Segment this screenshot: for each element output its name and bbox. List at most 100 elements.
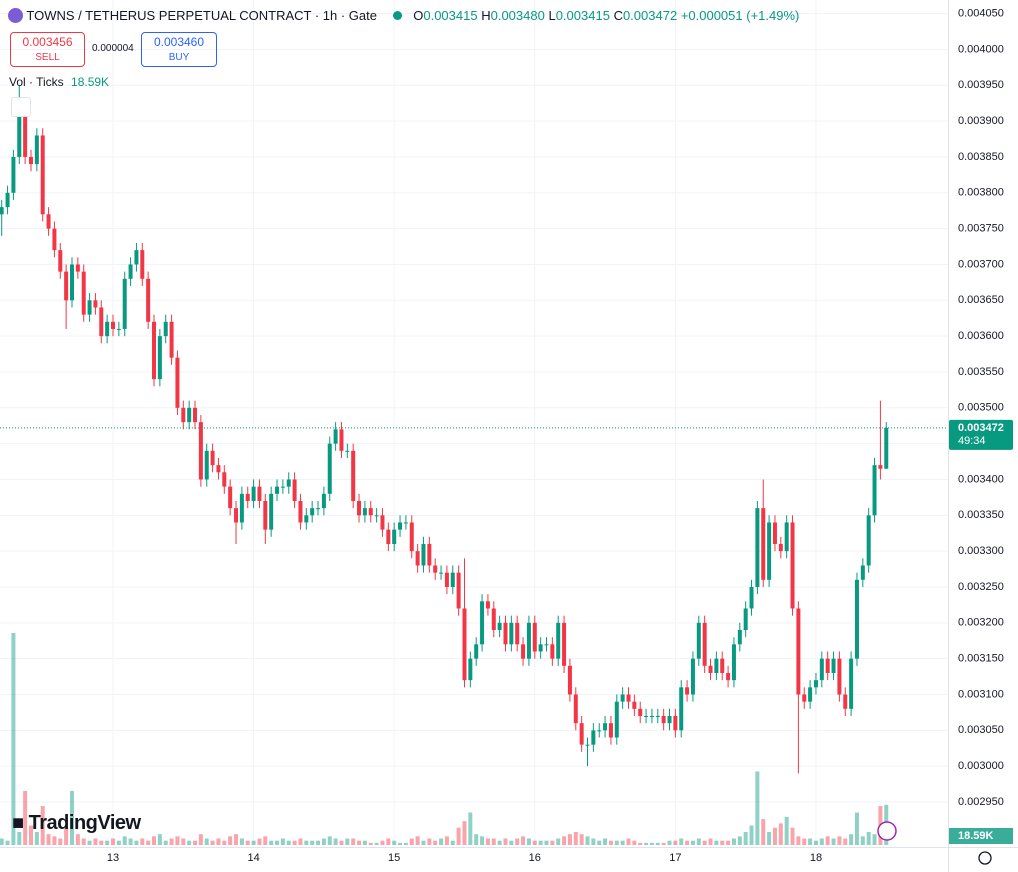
candle-body [603, 723, 608, 731]
candle-body [439, 572, 444, 574]
x-tick-label: 17 [669, 852, 681, 864]
volume-bar [327, 836, 332, 845]
y-tick-label: 0.004000 [958, 43, 1004, 55]
collapse-button[interactable] [11, 97, 31, 117]
candle-body [655, 715, 660, 717]
x-tick-label: 14 [247, 852, 259, 864]
alert-icon[interactable] [877, 821, 897, 841]
volume-bar [333, 838, 338, 845]
volume-bar [280, 838, 285, 845]
candle-body [58, 250, 63, 272]
candle-body [468, 658, 473, 681]
candle-body [509, 622, 514, 645]
volume-bar [415, 836, 420, 845]
candle-body [544, 644, 549, 646]
volume-bar [275, 840, 280, 845]
volume-bar [286, 840, 291, 845]
candle-body [0, 207, 4, 215]
candle-body [403, 522, 408, 524]
candle-body [497, 622, 502, 630]
candle-body [169, 321, 174, 358]
volume-legend: Vol · Ticks 18.59K [9, 75, 109, 89]
candle-body [708, 665, 713, 673]
candle-body [550, 644, 555, 659]
volume-bar [497, 840, 502, 845]
volume-bar [93, 838, 98, 845]
volume-bar [778, 823, 783, 845]
volume-bar [808, 838, 813, 845]
volume-bar [767, 832, 772, 845]
candle-body [626, 694, 631, 702]
candle-body [526, 622, 531, 659]
candle-body [878, 465, 883, 469]
y-tick-label: 0.003400 [958, 473, 1004, 485]
x-tick-label: 15 [388, 852, 400, 864]
volume-bar [626, 838, 631, 845]
candle-body [257, 486, 262, 501]
candle-body [819, 658, 824, 681]
sell-button[interactable]: 0.003456 SELL [10, 32, 85, 67]
volume-bar [105, 840, 110, 845]
candle-body [714, 658, 719, 673]
candle-body [503, 622, 508, 645]
volume-bar [667, 840, 672, 845]
candle-body [667, 715, 672, 724]
volume-label: 18.59K [958, 830, 994, 842]
candle-body [749, 586, 754, 609]
volume-bar [46, 834, 51, 845]
candle-body [632, 701, 637, 709]
volume-bar [462, 821, 467, 845]
y-tick-label: 0.003550 [958, 366, 1004, 378]
candle-body [638, 708, 643, 716]
volume-bar [245, 840, 250, 845]
volume-bar [679, 838, 684, 845]
candle-body [368, 508, 373, 516]
candle-body [737, 629, 742, 645]
volume-bar [544, 840, 549, 845]
sell-price: 0.003456 [22, 35, 73, 49]
symbol-title: TOWNS / TETHERUS PERPETUAL CONTRACT · 1h… [26, 8, 377, 23]
y-tick-label: 0.003200 [958, 617, 1004, 629]
market-status[interactable] [392, 11, 402, 20]
volume-bar [837, 836, 842, 845]
candle-body [316, 508, 321, 510]
volume-bar [134, 840, 139, 845]
y-tick-label: 0.003350 [958, 509, 1004, 521]
candle-body [731, 644, 736, 681]
settings-icon[interactable] [978, 851, 992, 865]
candle-body [40, 135, 45, 215]
volume-bar [345, 838, 350, 845]
volume-bar [714, 840, 719, 845]
y-tick-label: 0.003050 [958, 724, 1004, 736]
candle-body [204, 450, 209, 480]
candle-body [140, 250, 145, 279]
volume-bar [749, 825, 754, 845]
candle-body [415, 551, 420, 566]
volume-bar [163, 840, 168, 845]
candle-body [122, 278, 127, 329]
volume-bar [386, 838, 391, 845]
volume-bar [608, 840, 613, 845]
candle-body [251, 486, 256, 501]
y-tick-label: 0.003900 [958, 115, 1004, 127]
candle-body [345, 450, 350, 452]
logo-mark: ■ [12, 812, 24, 834]
candle-body [474, 644, 479, 659]
volume-bar [175, 836, 180, 845]
candle-body [292, 479, 297, 501]
volume-bar [585, 836, 590, 845]
volume-bar [64, 827, 69, 845]
candle-body [310, 508, 315, 516]
buy-button[interactable]: 0.003460 BUY [141, 32, 217, 67]
volume-bar [234, 834, 239, 845]
volume-bar [140, 838, 145, 845]
volume-bar [860, 836, 865, 845]
volume-bar [122, 836, 127, 845]
volume-bar [269, 840, 274, 845]
volume-bar [620, 840, 625, 845]
candle-body [491, 608, 496, 630]
volume-bar [731, 838, 736, 845]
volume-bar [614, 840, 619, 845]
candle-body [556, 622, 561, 659]
